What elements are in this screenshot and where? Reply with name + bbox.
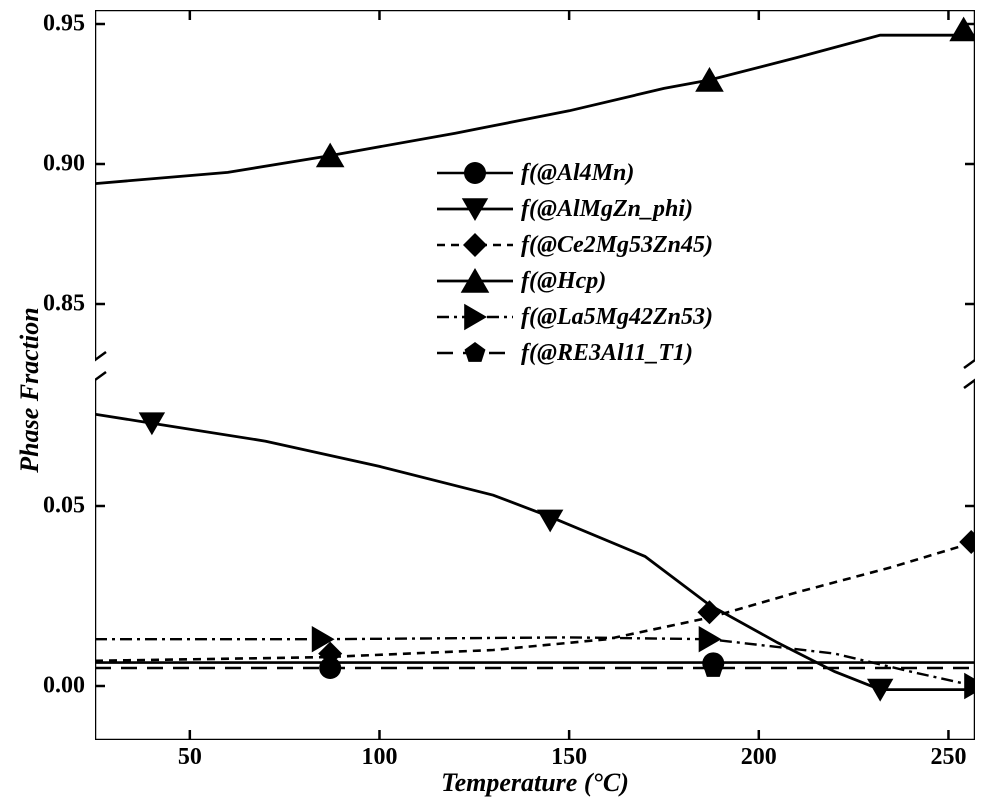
x-tick-label: 150 (551, 744, 587, 771)
legend-item-almgzn_phi: f(@AlMgZn_phi) (435, 191, 713, 227)
legend-label: f(@Hcp) (521, 268, 606, 295)
legend-swatch (435, 155, 515, 191)
legend-item-ce2mg53zn45: f(@Ce2Mg53Zn45) (435, 227, 713, 263)
y-axis-label: Phase Fraction (15, 40, 45, 740)
legend: f(@Al4Mn) f(@AlMgZn_phi) f(@Ce2Mg53Zn45) f(… (435, 155, 713, 371)
y-tick-label: 0.85 (10, 291, 85, 318)
phase-fraction-plot (95, 10, 975, 740)
legend-swatch (435, 263, 515, 299)
y-tick-label: 0.00 (10, 673, 85, 700)
legend-item-al4mn: f(@Al4Mn) (435, 155, 713, 191)
legend-label: f(@La5Mg42Zn53) (521, 304, 713, 331)
y-tick-label: 0.05 (10, 493, 85, 520)
legend-label: f(@AlMgZn_phi) (521, 196, 693, 223)
x-tick-label: 100 (361, 744, 397, 771)
legend-label: f(@Al4Mn) (521, 160, 634, 187)
y-tick-label: 0.95 (10, 11, 85, 38)
series-ce2mg53zn45 (95, 542, 975, 661)
series-almgzn_phi (95, 414, 975, 689)
x-tick-label: 200 (741, 744, 777, 771)
legend-label: f(@RE3Al11_T1) (521, 340, 693, 367)
x-tick-label: 250 (930, 744, 966, 771)
legend-item-la5mg42zn53: f(@La5Mg42Zn53) (435, 299, 713, 335)
legend-item-hcp: f(@Hcp) (435, 263, 713, 299)
legend-label: f(@Ce2Mg53Zn45) (521, 232, 713, 259)
legend-swatch (435, 191, 515, 227)
y-tick-label: 0.90 (10, 151, 85, 178)
legend-swatch (435, 227, 515, 263)
x-axis-label: Temperature (°C) (95, 768, 975, 798)
legend-item-re3al11_t1: f(@RE3Al11_T1) (435, 335, 713, 371)
legend-swatch (435, 335, 515, 371)
x-tick-label: 50 (178, 744, 202, 771)
legend-swatch (435, 299, 515, 335)
